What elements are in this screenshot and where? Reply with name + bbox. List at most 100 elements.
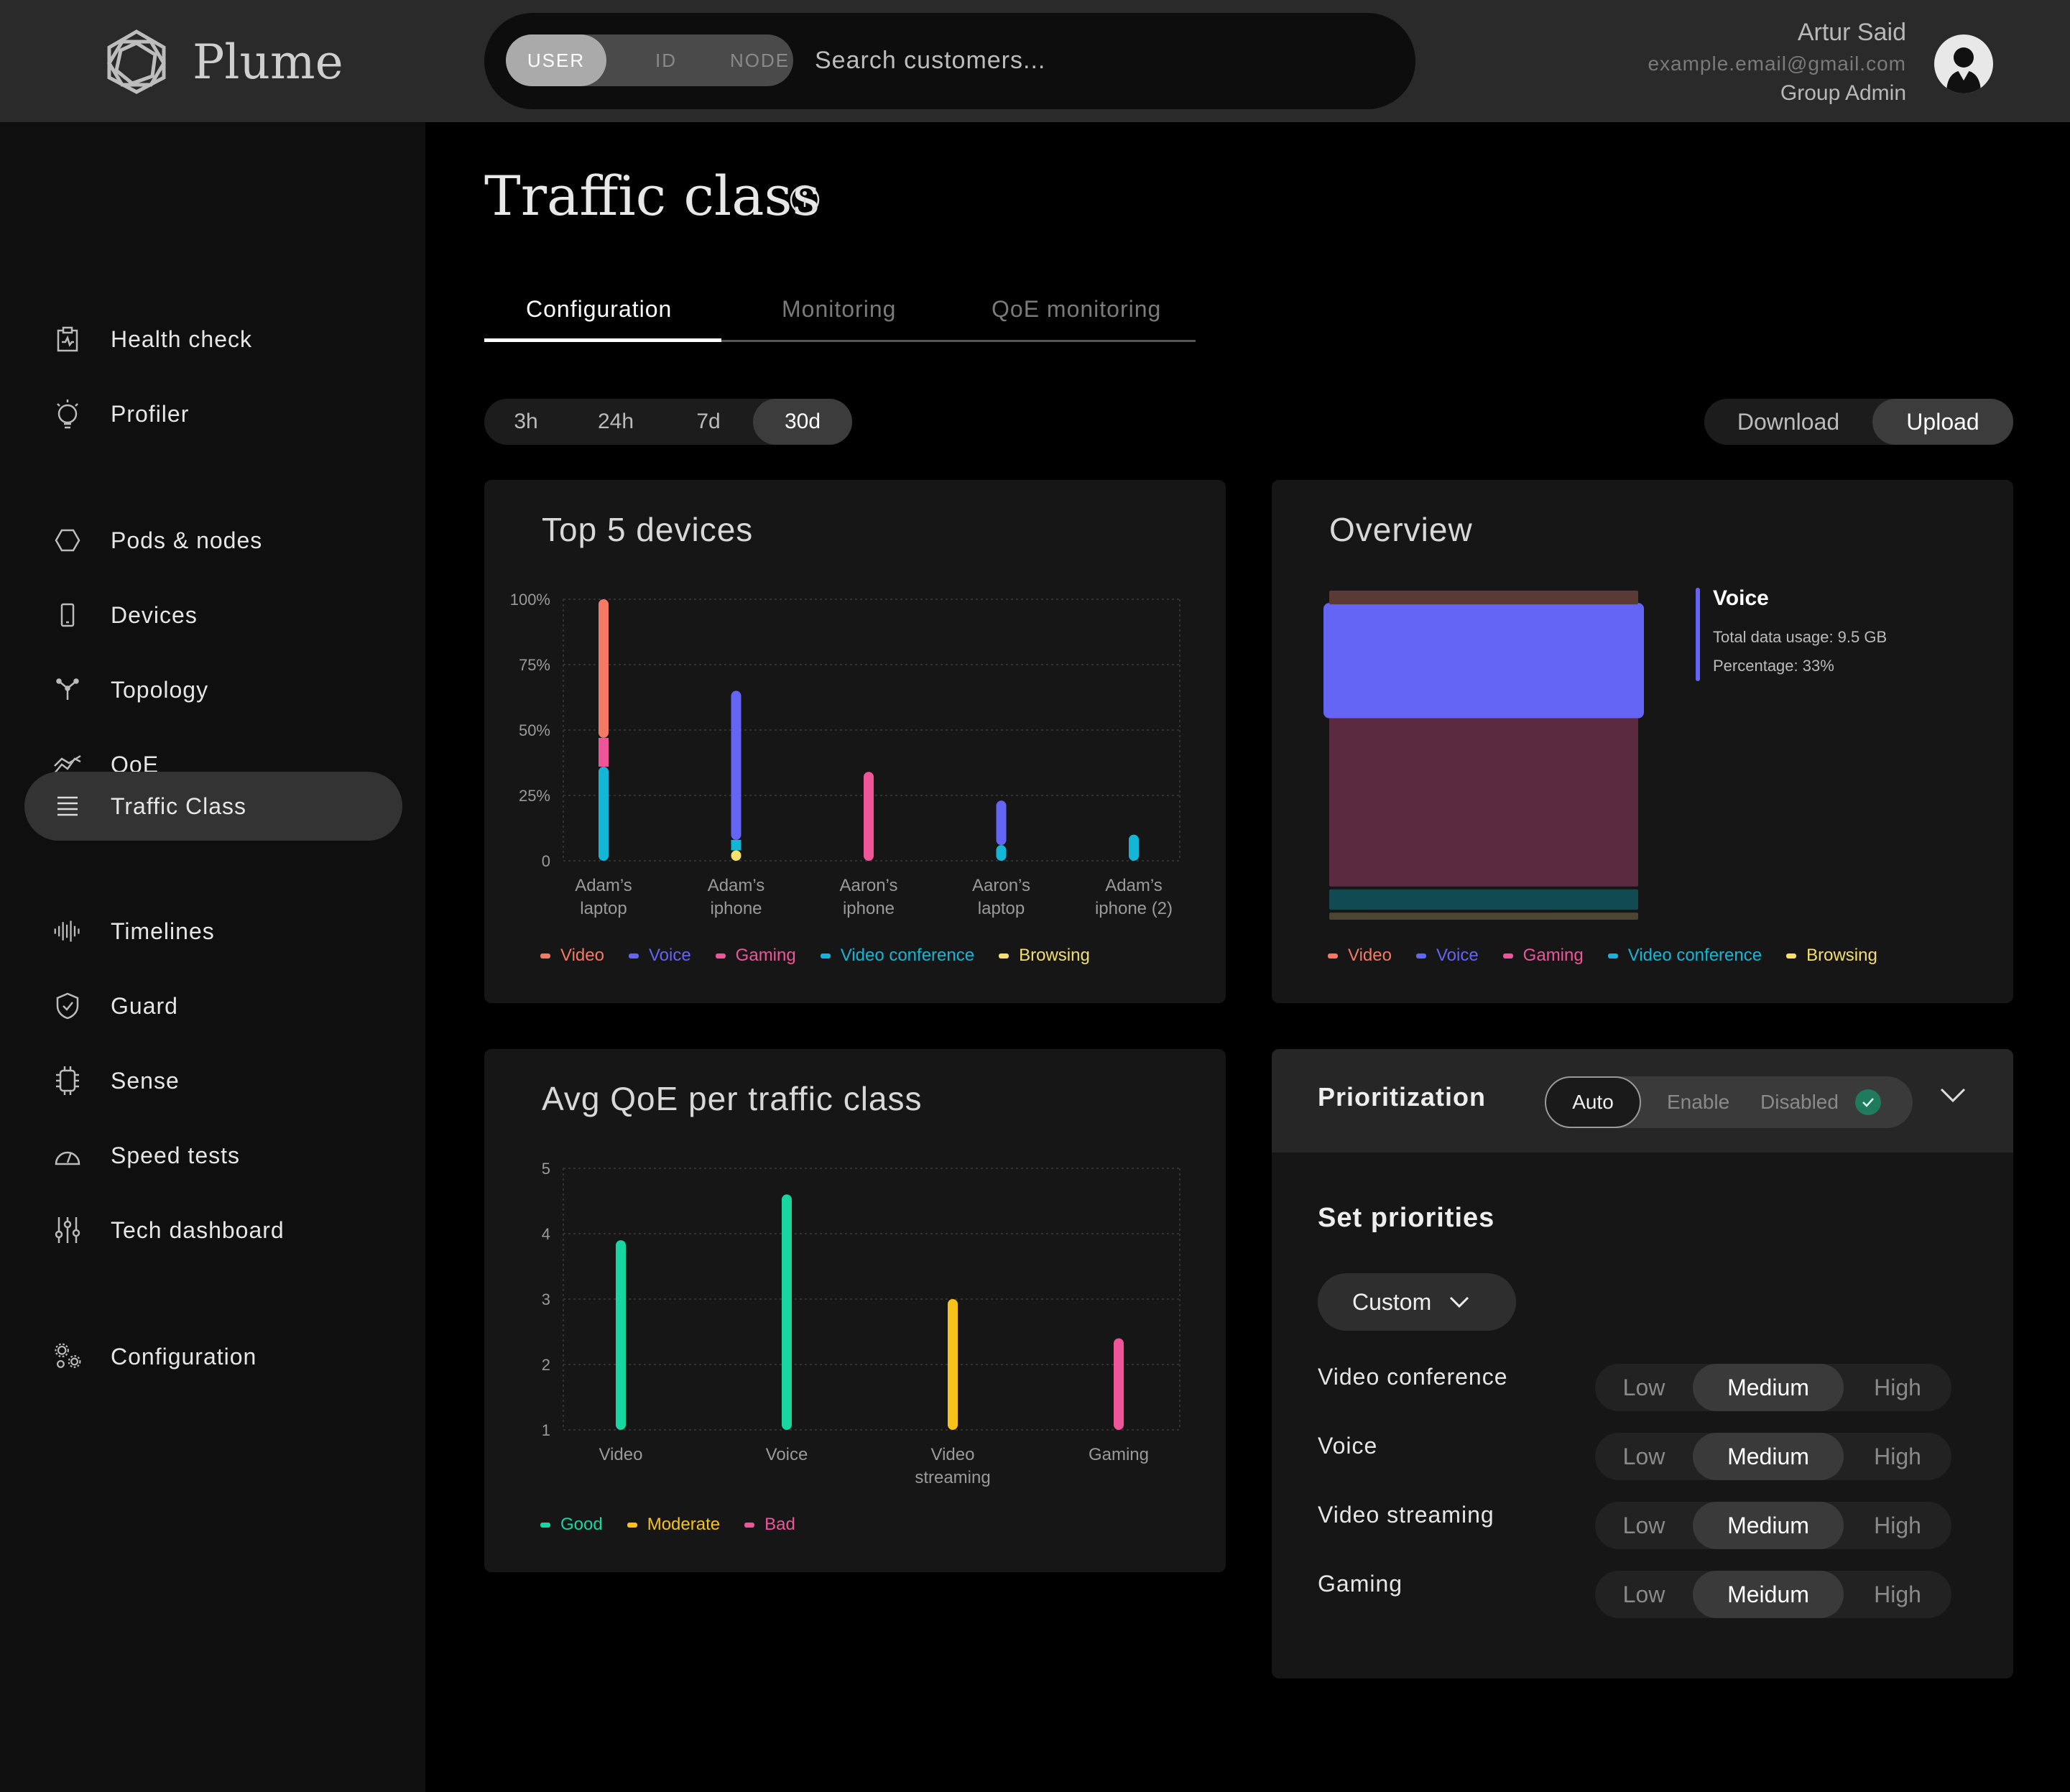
legend-item-voice: Voice [628, 946, 691, 966]
range-7d[interactable]: 7d [696, 410, 721, 433]
search-input[interactable] [815, 34, 1361, 86]
priority-high[interactable]: High [1874, 1581, 1921, 1607]
tab-configuration[interactable]: Configuration [526, 296, 673, 322]
sidebar-item-traffic-class[interactable]: Traffic Class [24, 772, 402, 841]
sidebar-item-speed-tests[interactable]: Speed tests [24, 1121, 402, 1190]
sidebar-item-label: Configuration [111, 1343, 257, 1370]
sidebar-item-timelines[interactable]: Timelines [24, 897, 402, 966]
sidebar-item-label: Sense [111, 1067, 180, 1094]
mode-enable[interactable]: Enable [1667, 1091, 1730, 1113]
tab-monitoring[interactable]: Monitoring [782, 296, 897, 322]
overview-chart [1323, 591, 1644, 920]
bar-segment-video-conference [1129, 834, 1139, 861]
bar-segment-browsing [731, 850, 741, 861]
y-tick-label: 4 [542, 1225, 550, 1243]
logo-text: Plume [193, 34, 343, 90]
sidebar-item-tech-dashboard[interactable]: Tech dashboard [24, 1196, 402, 1265]
tooltip-percentage: Percentage: 33% [1713, 657, 1834, 675]
priority-low[interactable]: Low [1622, 1512, 1665, 1538]
sidebar: Health check Profiler Pods & nodes Devic… [0, 122, 425, 1792]
preset-dropdown[interactable]: Custom [1318, 1273, 1516, 1331]
sidebar-item-label: Guard [111, 992, 178, 1019]
priority-medium[interactable]: Medium [1693, 1433, 1844, 1480]
range-30d[interactable]: 30d [753, 399, 852, 445]
legend-item-video: Video [540, 946, 604, 966]
bar-segment-gaming [599, 737, 609, 767]
sidebar-item-label: Timelines [111, 918, 215, 944]
range-24h[interactable]: 24h [597, 410, 634, 433]
y-tick-label: 75% [519, 656, 550, 674]
info-icon[interactable] [789, 184, 821, 216]
priority-high[interactable]: High [1874, 1444, 1921, 1469]
sidebar-item-health-check[interactable]: Health check [24, 305, 402, 374]
priority-selector-video-streaming: Low Medium High [1595, 1502, 1951, 1549]
bar-video [616, 1240, 626, 1430]
priority-high[interactable]: High [1874, 1375, 1921, 1400]
bar-segment-video-conference [996, 845, 1007, 861]
legend-item-browsing: Browsing [1786, 946, 1877, 966]
tab-qoe-monitoring[interactable]: QoE monitoring [992, 296, 1162, 322]
x-tick-label: laptop [580, 899, 627, 918]
y-tick-label: 0 [542, 852, 550, 870]
user-email: example.email@gmail.com [1648, 52, 1906, 75]
set-priorities-title: Set priorities [1318, 1203, 1495, 1233]
qoe-icon [53, 750, 82, 779]
sidebar-item-label: Pods & nodes [111, 527, 263, 553]
bulb-icon [53, 399, 82, 429]
sidebar-item-label: Traffic Class [111, 793, 247, 819]
bar-segment-voice [996, 800, 1007, 846]
page-title: Traffic class [484, 164, 821, 228]
check-icon [1855, 1089, 1881, 1115]
tooltip-accent [1696, 588, 1700, 681]
y-tick-label: 50% [519, 721, 550, 739]
priority-low[interactable]: Low [1622, 1581, 1665, 1607]
top-header: Plume USER ID NODE Artur Said example.em… [0, 0, 2070, 122]
sidebar-item-profiler[interactable]: Profiler [24, 379, 402, 448]
sidebar-item-label: Speed tests [111, 1142, 240, 1168]
mode-auto[interactable]: Auto [1545, 1076, 1641, 1128]
top-devices-legend: Video Voice Gaming Video conference Brow… [540, 946, 1114, 966]
priority-medium[interactable]: Medium [1693, 1364, 1844, 1411]
sidebar-item-guard[interactable]: Guard [24, 971, 402, 1040]
card-title: Overview [1329, 511, 1473, 548]
chevron-down-icon [1450, 1296, 1469, 1308]
search-mode-node[interactable]: NODE [730, 49, 790, 71]
prioritization-card: Prioritization Auto Enable Disabled Set … [1272, 1049, 2013, 1678]
priority-low[interactable]: Low [1622, 1375, 1665, 1400]
search-mode-selector: USER ID NODE [506, 34, 793, 86]
sidebar-item-pods-nodes[interactable]: Pods & nodes [24, 506, 402, 575]
shield-icon [53, 992, 82, 1020]
legend-item-good: Good [540, 1515, 603, 1535]
download-toggle[interactable]: Download [1737, 409, 1840, 435]
search-bar: USER ID NODE [484, 13, 1415, 109]
search-mode-id[interactable]: ID [655, 49, 677, 71]
priority-high[interactable]: High [1874, 1512, 1921, 1538]
upload-toggle[interactable]: Upload [1872, 399, 2013, 445]
x-tick-label: iphone (2) [1095, 899, 1173, 918]
priority-row-label: Voice [1318, 1433, 1378, 1459]
overview-legend: Video Voice Gaming Video conference Brow… [1328, 946, 1902, 966]
direction-selector: Download Upload [1704, 399, 2013, 445]
legend-item-voice: Voice [1415, 946, 1479, 966]
sidebar-item-configuration[interactable]: Configuration [24, 1322, 402, 1391]
sliders-icon [53, 1216, 82, 1244]
priority-row-label: Gaming [1318, 1571, 1403, 1597]
sidebar-item-topology[interactable]: Topology [24, 655, 402, 724]
prioritization-header: Prioritization Auto Enable Disabled [1272, 1049, 2013, 1153]
priority-selector-video-conference: Low Medium High [1595, 1364, 1951, 1411]
priority-low[interactable]: Low [1622, 1444, 1665, 1469]
priority-medium[interactable]: Medium [1693, 1502, 1844, 1549]
priority-selector-gaming: Low Meidum High [1595, 1571, 1951, 1618]
range-3h[interactable]: 3h [514, 410, 538, 433]
priority-medium[interactable]: Meidum [1693, 1571, 1844, 1618]
tooltip-usage: Total data usage: 9.5 GB [1713, 628, 1888, 646]
sidebar-item-sense[interactable]: Sense [24, 1046, 402, 1115]
sidebar-item-devices[interactable]: Devices [24, 581, 402, 650]
x-tick-label: Adam’s [575, 876, 632, 895]
search-mode-user[interactable]: USER [506, 34, 606, 86]
mode-disabled[interactable]: Disabled [1760, 1091, 1839, 1113]
sidebar-item-label: Topology [111, 676, 209, 703]
logo[interactable]: Plume [101, 27, 343, 96]
avatar[interactable] [1934, 34, 1993, 93]
chevron-down-icon[interactable] [1939, 1086, 1967, 1104]
